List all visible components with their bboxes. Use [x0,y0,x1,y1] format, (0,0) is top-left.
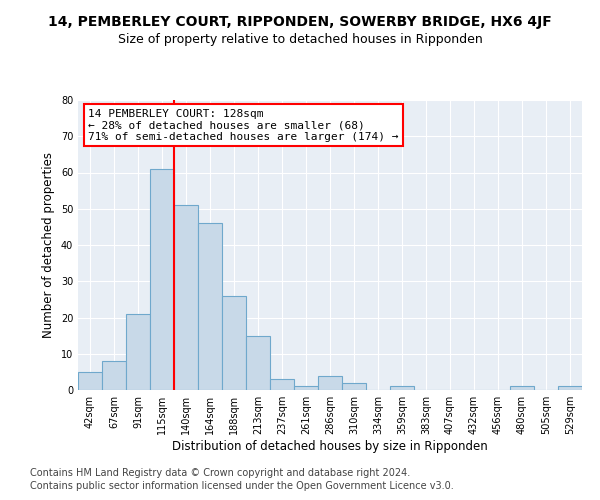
Bar [174,205,198,390]
Text: Contains public sector information licensed under the Open Government Licence v3: Contains public sector information licen… [30,481,454,491]
X-axis label: Distribution of detached houses by size in Ripponden: Distribution of detached houses by size … [172,440,488,453]
Bar [102,361,126,390]
Bar [150,169,174,390]
Text: Contains HM Land Registry data © Crown copyright and database right 2024.: Contains HM Land Registry data © Crown c… [30,468,410,477]
Bar [270,379,294,390]
Bar [318,376,342,390]
Bar [342,383,366,390]
Bar [510,386,534,390]
Bar [198,223,222,390]
Bar [222,296,246,390]
Bar [246,336,270,390]
Bar [390,386,414,390]
Bar [126,314,150,390]
Bar [78,372,102,390]
Text: 14 PEMBERLEY COURT: 128sqm
← 28% of detached houses are smaller (68)
71% of semi: 14 PEMBERLEY COURT: 128sqm ← 28% of deta… [88,108,398,142]
Text: 14, PEMBERLEY COURT, RIPPONDEN, SOWERBY BRIDGE, HX6 4JF: 14, PEMBERLEY COURT, RIPPONDEN, SOWERBY … [48,15,552,29]
Bar [294,386,318,390]
Text: Size of property relative to detached houses in Ripponden: Size of property relative to detached ho… [118,32,482,46]
Y-axis label: Number of detached properties: Number of detached properties [42,152,55,338]
Bar [558,386,582,390]
